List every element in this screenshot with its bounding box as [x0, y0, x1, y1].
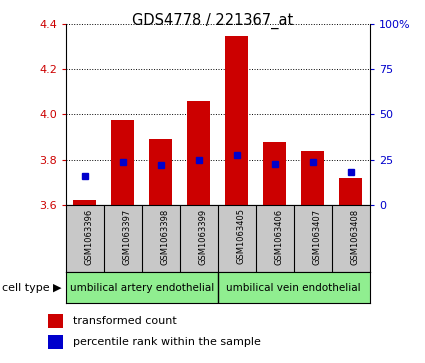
- Bar: [187, 101, 210, 205]
- Bar: [301, 151, 324, 205]
- Bar: [150, 139, 172, 205]
- Text: transformed count: transformed count: [73, 316, 177, 326]
- Text: GSM1063405: GSM1063405: [237, 208, 246, 265]
- Text: cell type: cell type: [2, 283, 50, 293]
- Text: GDS4778 / 221367_at: GDS4778 / 221367_at: [132, 13, 293, 29]
- Text: umbilical artery endothelial: umbilical artery endothelial: [70, 283, 214, 293]
- Bar: [225, 36, 248, 205]
- FancyBboxPatch shape: [48, 314, 63, 328]
- Text: ▶: ▶: [53, 283, 62, 293]
- Text: GSM1063398: GSM1063398: [161, 208, 170, 265]
- Bar: [339, 178, 362, 205]
- Text: GSM1063397: GSM1063397: [123, 208, 132, 265]
- Text: umbilical vein endothelial: umbilical vein endothelial: [227, 283, 361, 293]
- Text: GSM1063399: GSM1063399: [199, 208, 208, 265]
- Bar: [111, 120, 134, 205]
- Bar: [264, 142, 286, 205]
- Text: GSM1063408: GSM1063408: [351, 208, 360, 265]
- Bar: [74, 200, 96, 205]
- Text: percentile rank within the sample: percentile rank within the sample: [73, 337, 261, 347]
- FancyBboxPatch shape: [48, 335, 63, 349]
- Text: GSM1063406: GSM1063406: [275, 208, 284, 265]
- Text: GSM1063396: GSM1063396: [85, 208, 94, 265]
- Text: GSM1063407: GSM1063407: [313, 208, 322, 265]
